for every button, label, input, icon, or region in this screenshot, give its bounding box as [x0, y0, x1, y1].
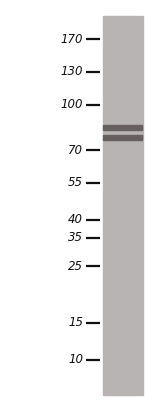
Text: 70: 70: [68, 143, 83, 157]
Bar: [103, 125, 142, 130]
Text: 25: 25: [68, 260, 83, 273]
Text: 35: 35: [68, 231, 83, 244]
Text: 10: 10: [68, 353, 83, 366]
Bar: [103, 135, 142, 140]
Text: 40: 40: [68, 213, 83, 226]
Bar: [103, 16, 143, 395]
Text: 170: 170: [61, 32, 83, 46]
Text: 130: 130: [61, 65, 83, 79]
Text: 100: 100: [61, 98, 83, 111]
Text: 15: 15: [68, 316, 83, 329]
Text: 55: 55: [68, 176, 83, 189]
